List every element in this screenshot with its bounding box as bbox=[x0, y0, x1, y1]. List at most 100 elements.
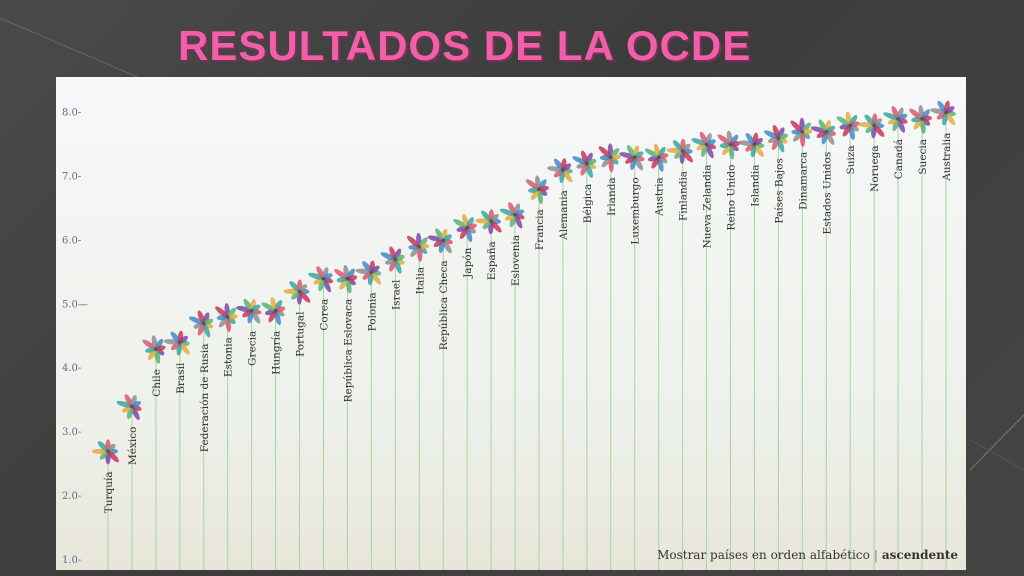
flower-marker[interactable] bbox=[644, 143, 669, 172]
flower-marker[interactable] bbox=[283, 279, 311, 305]
flower-center bbox=[297, 289, 302, 294]
flower-petal bbox=[790, 120, 803, 133]
flower-petal bbox=[610, 154, 621, 160]
flower-marker[interactable] bbox=[355, 260, 382, 286]
slide-title: RESULTADOS DE LA OCDE bbox=[178, 22, 752, 69]
flower-petal bbox=[580, 163, 588, 176]
flower-center bbox=[609, 155, 613, 160]
flower-marker[interactable] bbox=[524, 175, 549, 205]
flower-marker[interactable] bbox=[260, 297, 286, 326]
flower-marker[interactable] bbox=[307, 265, 334, 293]
flower-marker[interactable] bbox=[789, 117, 813, 147]
flower-marker[interactable] bbox=[691, 131, 717, 159]
flower-petal bbox=[657, 146, 666, 158]
flower-petal bbox=[261, 302, 276, 312]
flower-marker[interactable] bbox=[141, 335, 166, 364]
country-label: Turquía bbox=[103, 471, 115, 513]
flower-petal bbox=[778, 133, 788, 140]
flower-marker[interactable] bbox=[547, 157, 574, 183]
flower-petal bbox=[945, 106, 955, 114]
flower-petal bbox=[658, 153, 669, 159]
flower-marker[interactable] bbox=[738, 132, 765, 159]
flower-marker[interactable] bbox=[908, 105, 932, 134]
flower-petal bbox=[410, 246, 420, 257]
flower-marker[interactable] bbox=[858, 113, 886, 139]
flower-petal bbox=[634, 157, 644, 171]
flower-petal bbox=[572, 156, 587, 165]
flower-petal bbox=[634, 151, 644, 159]
flower-petal bbox=[251, 310, 261, 324]
flower-center bbox=[130, 404, 134, 409]
flower-petal bbox=[651, 157, 660, 169]
flower-marker[interactable] bbox=[810, 118, 836, 146]
flower-marker[interactable] bbox=[163, 330, 192, 356]
flower-center bbox=[776, 136, 781, 140]
flower-marker[interactable] bbox=[380, 246, 406, 275]
flower-petal bbox=[155, 345, 166, 351]
flower-petal bbox=[672, 140, 684, 152]
flower-marker[interactable] bbox=[235, 298, 262, 325]
flower-petal bbox=[243, 298, 253, 311]
flower-marker[interactable] bbox=[666, 138, 695, 164]
flower-marker[interactable] bbox=[405, 232, 430, 262]
flower-marker[interactable] bbox=[930, 100, 957, 127]
flower-marker[interactable] bbox=[835, 111, 861, 140]
sort-ascending-link[interactable]: ascendente bbox=[881, 548, 958, 562]
flower-petal bbox=[717, 134, 731, 145]
flower-marker[interactable] bbox=[716, 130, 741, 160]
flower-petal bbox=[370, 272, 382, 285]
country-label: Corea bbox=[318, 299, 330, 331]
flower-marker[interactable] bbox=[882, 105, 908, 134]
flower-petal bbox=[586, 159, 597, 165]
sort-alphabetical-link[interactable]: Mostrar países en orden alfabético bbox=[657, 548, 870, 562]
flower-center bbox=[154, 347, 158, 351]
flower-petal bbox=[126, 406, 134, 420]
flower-petal bbox=[810, 126, 827, 133]
flower-marker[interactable] bbox=[763, 124, 789, 153]
flower-marker[interactable] bbox=[92, 439, 120, 465]
sort-control[interactable]: Mostrar países en orden alfabético | ascen… bbox=[657, 548, 958, 562]
flower-petal bbox=[362, 261, 372, 273]
flower-petal bbox=[514, 214, 523, 229]
flower-center bbox=[465, 225, 469, 230]
flower-petal bbox=[142, 339, 157, 350]
flower-marker[interactable] bbox=[214, 303, 238, 333]
flower-petal bbox=[308, 272, 324, 280]
flower-center bbox=[345, 276, 350, 281]
flower-center bbox=[106, 449, 110, 454]
flower-petal bbox=[251, 304, 261, 312]
flower-petal bbox=[562, 163, 572, 171]
flower-marker[interactable] bbox=[499, 201, 525, 229]
flower-marker[interactable] bbox=[427, 227, 454, 254]
flower-marker[interactable] bbox=[188, 310, 214, 339]
flower-petal bbox=[482, 220, 492, 230]
flower-petal bbox=[701, 144, 708, 157]
flower-petal bbox=[730, 141, 741, 147]
flower-marker[interactable] bbox=[475, 209, 503, 235]
flower-marker[interactable] bbox=[619, 144, 645, 172]
flower-petal bbox=[763, 130, 779, 139]
flower-petal bbox=[459, 227, 468, 240]
flower-petal bbox=[435, 228, 444, 241]
flower-marker[interactable] bbox=[571, 150, 597, 179]
flower-petal bbox=[777, 127, 785, 139]
flower-petal bbox=[466, 217, 474, 228]
flower-petal bbox=[921, 109, 930, 120]
flower-marker[interactable] bbox=[116, 393, 142, 421]
flower-center bbox=[225, 315, 230, 319]
flower-center bbox=[920, 117, 924, 121]
flower-marker[interactable] bbox=[452, 213, 477, 243]
country-label: Grecia bbox=[247, 331, 259, 366]
flower-petal bbox=[745, 132, 755, 145]
flower-petal bbox=[148, 348, 157, 361]
flower-marker[interactable] bbox=[597, 143, 621, 173]
country-label: Estados Unidos bbox=[821, 152, 833, 235]
flower-petal bbox=[729, 134, 739, 145]
flower-marker[interactable] bbox=[333, 264, 358, 294]
flower-petal bbox=[394, 259, 402, 274]
country-label: República Eslovaca bbox=[342, 299, 354, 403]
flower-petal bbox=[170, 331, 181, 343]
flower-petal bbox=[395, 254, 405, 261]
y-tick-label: 8.0- bbox=[62, 108, 81, 119]
flowers-layer bbox=[92, 100, 957, 465]
